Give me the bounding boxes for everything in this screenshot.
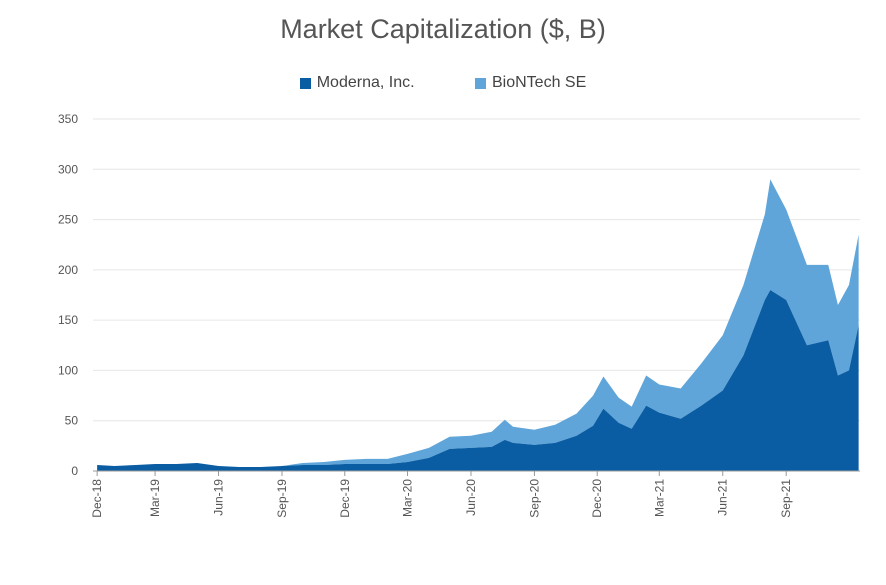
- y-tick-label-100: 100: [58, 363, 78, 377]
- x-tick-label-Dec-20: Dec-20: [590, 479, 604, 518]
- y-tick-label-300: 300: [58, 162, 78, 176]
- x-tick-label-Mar-19: Mar-19: [148, 479, 162, 517]
- series-area-biontech: [97, 179, 859, 467]
- y-tick-label-200: 200: [58, 263, 78, 277]
- x-tick-label-Jun-19: Jun-19: [212, 479, 226, 516]
- y-tick-label-0: 0: [71, 464, 78, 478]
- x-tick-label-Sep-20: Sep-20: [527, 479, 541, 518]
- legend-item-biontech[interactable]: BioNTech SE: [475, 74, 586, 92]
- y-tick-label-350: 350: [58, 112, 78, 126]
- legend-label-moderna: Moderna, Inc.: [316, 74, 415, 91]
- y-tick-label-250: 250: [58, 213, 78, 227]
- series-area-moderna: [97, 289, 859, 471]
- x-tick-label-Jun-21: Jun-21: [716, 479, 730, 516]
- x-tick-label-Mar-20: Mar-20: [401, 479, 415, 517]
- x-tick-label-Sep-19: Sep-19: [275, 479, 289, 518]
- legend-swatch-moderna: [299, 77, 311, 89]
- legend-item-moderna[interactable]: Moderna, Inc.: [299, 74, 415, 92]
- x-tick-label-Jun-20: Jun-20: [464, 479, 478, 516]
- y-tick-label-50: 50: [65, 414, 79, 428]
- chart-legend: Moderna, Inc. BioNTech SE: [0, 74, 886, 94]
- legend-label-biontech: BioNTech SE: [492, 74, 587, 91]
- x-tick-label-Dec-19: Dec-19: [338, 479, 352, 518]
- legend-swatch-biontech: [475, 77, 486, 89]
- chart-title: Market Capitalization ($, B): [280, 14, 606, 44]
- x-tick-label-Dec-18: Dec-18: [90, 479, 104, 518]
- x-tick-label-Mar-21: Mar-21: [652, 479, 666, 517]
- x-tick-label-Sep-21: Sep-21: [779, 479, 793, 518]
- y-tick-label-150: 150: [58, 313, 78, 327]
